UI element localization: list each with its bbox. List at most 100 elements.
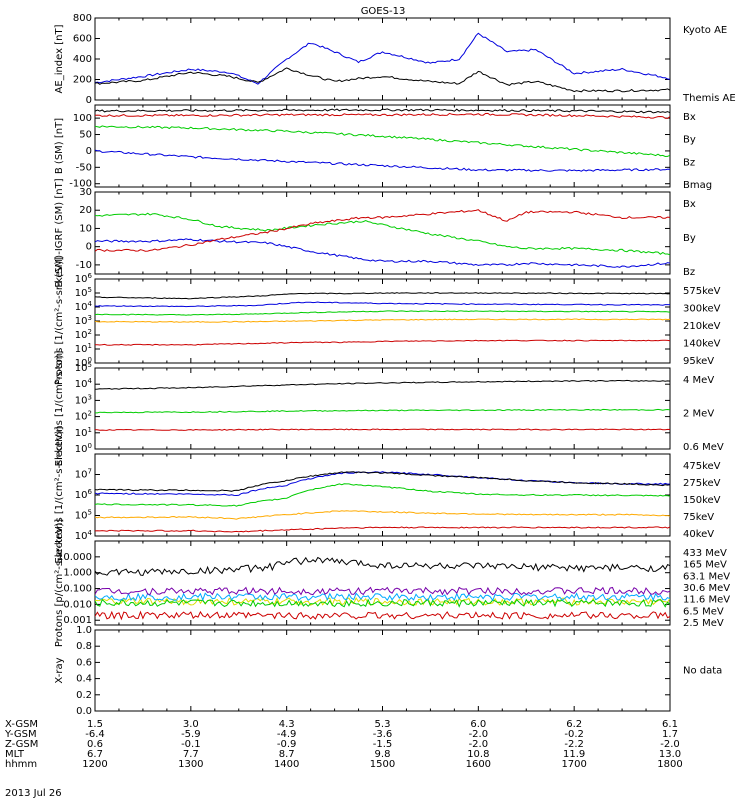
series-line-bx bbox=[95, 238, 670, 268]
legend-entry: 575keV bbox=[683, 286, 721, 297]
legend-entry: By bbox=[683, 135, 696, 146]
footer-value: -5.9 bbox=[181, 729, 201, 740]
legend-entry: 63.1 MeV bbox=[683, 571, 730, 582]
series-line-2-mev bbox=[95, 408, 670, 414]
footer-value: 6.7 bbox=[87, 749, 103, 760]
series-line-bz bbox=[95, 209, 670, 252]
footer-value: -3.6 bbox=[373, 729, 393, 740]
footer-value: 6.2 bbox=[566, 719, 582, 730]
y-tick-label: 100 bbox=[73, 113, 92, 124]
panel-6: 104 105 106 107 Electrons [1/(cm²-s-sr-keV)]… bbox=[54, 426, 721, 563]
date-label: 2013 Jul 26 bbox=[5, 788, 62, 799]
y-tick-label: 600 bbox=[73, 34, 92, 45]
footer-value: 6.1 bbox=[662, 719, 678, 730]
no-data-note: No data bbox=[683, 666, 722, 677]
y-tick-label: 1.0 bbox=[76, 625, 92, 636]
footer-ephemeris: X-GSM 1.5 3.0 4.3 5.3 6.0 6.2 6.1Y-GSM -6.4 -5.9-… bbox=[4, 719, 683, 770]
footer-value: 1800 bbox=[657, 759, 682, 770]
y-tick-label: 100 bbox=[75, 356, 92, 369]
footer-value: -2.0 bbox=[469, 729, 489, 740]
series-group bbox=[95, 292, 670, 346]
y-tick-label: 104 bbox=[75, 529, 93, 542]
footer-row-label: X-GSM bbox=[5, 719, 38, 730]
y-tick-label: 10.000 bbox=[57, 552, 92, 563]
footer-value: 13.0 bbox=[659, 749, 681, 760]
series-group bbox=[95, 32, 670, 93]
y-tick-label: 104 bbox=[75, 300, 93, 313]
y-tick-label: 105 bbox=[75, 361, 92, 374]
panel-1: 0 200 400 600 800 AE_index [nT] Kyoto AE Themis… bbox=[54, 13, 736, 106]
legend-entry: Bz bbox=[683, 157, 695, 168]
series-line-40kev bbox=[95, 471, 670, 492]
footer-value: 1.7 bbox=[662, 729, 678, 740]
y-tick-label: 104 bbox=[75, 377, 93, 390]
y-tick-label: 105 bbox=[75, 286, 92, 299]
y-tick-label: 0 bbox=[86, 146, 92, 157]
series-line-63-1-mev bbox=[95, 596, 670, 607]
series-line-95kev bbox=[95, 292, 670, 300]
footer-value: 1400 bbox=[274, 759, 299, 770]
y-tick-label: 0.010 bbox=[63, 599, 92, 610]
legend-entry: 275keV bbox=[683, 478, 721, 489]
legend-entry: 433 MeV bbox=[683, 548, 727, 559]
y-tick-label: 0.100 bbox=[63, 584, 92, 595]
y-tick-label: 102 bbox=[75, 328, 92, 341]
footer-value: 5.3 bbox=[375, 719, 391, 730]
series-line-140kev bbox=[95, 301, 670, 308]
y-tick-label: 0.6 bbox=[76, 657, 92, 668]
series-line-6-5-mev bbox=[95, 586, 670, 596]
footer-row-label: hhmm bbox=[5, 759, 37, 770]
y-tick-label: 107 bbox=[75, 468, 92, 481]
panel-5: 100 101 102 103 104 105 Electrons [1/(cm²-s-sr… bbox=[54, 351, 724, 467]
footer-value: 6.0 bbox=[470, 719, 486, 730]
legend-entry: 11.6 MeV bbox=[683, 595, 730, 606]
footer-value: -2.0 bbox=[469, 739, 489, 750]
y-tick-label: 10 bbox=[79, 223, 92, 234]
series-line-30-6-mev bbox=[95, 598, 670, 608]
legend-entry: 4 MeV bbox=[683, 375, 714, 386]
footer-row-label: MLT bbox=[5, 749, 25, 760]
y-tick-label: -100 bbox=[69, 179, 92, 190]
y-tick-label: 1.000 bbox=[63, 568, 92, 579]
y-axis-label: AE_index [nT] bbox=[54, 24, 65, 93]
legend-entry: 0.6 MeV bbox=[683, 442, 724, 453]
y-tick-label: 101 bbox=[75, 342, 92, 355]
y-tick-label: 103 bbox=[75, 393, 92, 406]
series-line-4-mev bbox=[95, 428, 670, 431]
y-tick-label: 400 bbox=[73, 54, 92, 65]
series-line-floor bbox=[95, 610, 670, 621]
footer-value: 11.9 bbox=[563, 749, 585, 760]
y-tick-label: -50 bbox=[76, 162, 92, 173]
legend-entry: Bx bbox=[683, 112, 696, 123]
footer-value: -0.2 bbox=[564, 729, 584, 740]
y-tick-label: 0.0 bbox=[76, 706, 92, 717]
series-group bbox=[95, 209, 670, 268]
footer-value: 4.3 bbox=[279, 719, 295, 730]
series-group bbox=[95, 471, 670, 533]
series-group bbox=[95, 108, 670, 172]
legend-entry: 210keV bbox=[683, 321, 721, 332]
legend-entry: Bz bbox=[683, 267, 695, 278]
footer-row-label: Z-GSM bbox=[5, 739, 38, 750]
footer-value: 9.8 bbox=[375, 749, 391, 760]
y-axis-label: B (SM)-IGRF (SM) [nT] bbox=[54, 178, 65, 287]
series-line-bmag bbox=[95, 108, 670, 114]
footer-value: -4.9 bbox=[277, 729, 297, 740]
y-tick-label: 800 bbox=[73, 13, 92, 24]
plot-title: GOES-13 bbox=[361, 6, 406, 17]
series-line-150kev bbox=[95, 483, 670, 507]
series-line-210kev bbox=[95, 310, 670, 316]
footer-value: 1700 bbox=[561, 759, 586, 770]
footer-value: 1600 bbox=[466, 759, 491, 770]
series-line-75kev bbox=[95, 471, 670, 497]
footer-value: -0.1 bbox=[181, 739, 201, 750]
legend-entry: 75keV bbox=[683, 512, 714, 523]
series-group bbox=[95, 379, 670, 431]
footer-value: 8.7 bbox=[279, 749, 295, 760]
legend-entry: Themis AE bbox=[682, 93, 736, 104]
footer-value: -0.9 bbox=[277, 739, 297, 750]
panel-frame bbox=[94, 629, 671, 712]
legend-entry: By bbox=[683, 233, 696, 244]
